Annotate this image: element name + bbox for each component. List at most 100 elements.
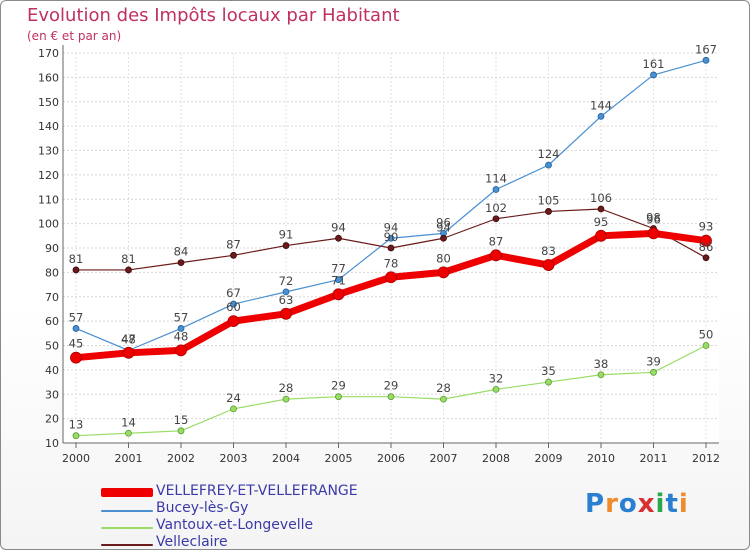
data-label: 45 <box>69 337 84 351</box>
data-point <box>335 393 342 401</box>
data-point <box>282 395 290 403</box>
data-point <box>702 56 710 64</box>
x-tick-label: 2010 <box>587 452 615 465</box>
y-tick-label: 30 <box>45 388 59 401</box>
data-label: 98 <box>646 211 661 225</box>
y-tick-label: 110 <box>38 193 59 206</box>
data-label: 91 <box>279 228 294 242</box>
data-point <box>387 244 395 252</box>
logo-letter: x <box>637 489 656 519</box>
logo-letter: t <box>665 489 679 519</box>
data-point <box>597 205 605 213</box>
legend-item: Bucey-lès-Gy <box>101 500 421 518</box>
logo-letter: o <box>618 489 638 519</box>
legend-label: Bucey-lès-Gy <box>156 500 249 516</box>
data-label: 93 <box>699 220 714 234</box>
data-point <box>282 288 290 296</box>
data-label: 78 <box>384 256 399 270</box>
data-point <box>332 288 345 301</box>
data-label: 124 <box>538 147 560 161</box>
data-label: 77 <box>331 262 346 276</box>
data-label: 96 <box>646 212 661 226</box>
data-point <box>440 395 447 403</box>
data-point <box>125 266 132 274</box>
data-label: 86 <box>699 240 714 254</box>
legend-swatch <box>101 510 153 512</box>
data-point <box>230 300 237 308</box>
series-0 <box>70 227 712 364</box>
data-label: 87 <box>226 237 241 251</box>
x-tick-label: 2002 <box>167 452 195 465</box>
data-point <box>280 307 292 320</box>
logo-letter: r <box>605 489 619 519</box>
y-tick-label: 130 <box>38 145 59 158</box>
x-tick-label: 2008 <box>482 452 510 465</box>
data-point <box>702 342 710 349</box>
legend-swatch <box>101 488 153 497</box>
data-point <box>230 405 237 413</box>
x-tick-label: 2000 <box>62 452 90 465</box>
y-tick-label: 100 <box>38 218 59 231</box>
proxiti-logo: Proxiti <box>585 489 689 519</box>
data-label: 144 <box>590 98 612 112</box>
data-label: 24 <box>226 391 241 405</box>
data-label: 14 <box>121 415 136 429</box>
data-label: 57 <box>174 310 189 324</box>
legend-label: VELLEFREY-ET-VELLEFRANGE <box>156 483 358 499</box>
data-point <box>437 266 450 279</box>
data-label: 48 <box>174 329 189 343</box>
x-tick-label: 2009 <box>535 452 563 465</box>
data-label: 84 <box>174 245 189 259</box>
y-tick-label: 10 <box>45 437 59 450</box>
data-point <box>700 234 712 247</box>
data-label: 47 <box>121 332 136 346</box>
data-label: 29 <box>331 379 346 393</box>
x-tick-label: 2012 <box>692 452 720 465</box>
data-point <box>227 315 240 328</box>
data-label: 39 <box>646 354 661 368</box>
legend-label: Vantoux-et-Longevelle <box>156 517 314 533</box>
y-tick-label: 170 <box>38 47 59 60</box>
data-point <box>492 385 500 393</box>
series-1 <box>72 56 710 354</box>
chart-title: Evolution des Impôts locaux par Habitant <box>27 5 400 26</box>
data-point <box>177 325 185 332</box>
legend-label: Velleclaire <box>156 534 228 550</box>
data-point <box>385 271 397 284</box>
data-point <box>597 112 605 120</box>
data-label: 81 <box>69 252 84 266</box>
data-point <box>387 393 395 401</box>
data-point <box>335 234 342 242</box>
y-tick-label: 70 <box>45 291 59 304</box>
data-point <box>440 234 447 242</box>
data-label: 96 <box>436 215 451 229</box>
data-point <box>597 371 605 379</box>
data-label: 83 <box>541 244 556 258</box>
data-label: 28 <box>436 381 451 395</box>
data-point <box>490 249 502 262</box>
data-label: 48 <box>121 332 136 346</box>
data-point <box>335 276 342 284</box>
data-label: 80 <box>436 251 451 265</box>
data-point <box>230 251 237 259</box>
data-point <box>647 227 660 240</box>
y-tick-label: 140 <box>38 120 59 133</box>
x-tick-label: 2004 <box>272 452 300 465</box>
y-tick-label: 160 <box>38 71 59 84</box>
data-point <box>125 429 132 437</box>
legend-item: Velleclaire <box>101 534 421 550</box>
data-point <box>545 208 552 215</box>
x-tick-label: 2005 <box>325 452 353 465</box>
data-label: 114 <box>485 172 507 186</box>
data-label: 94 <box>384 220 399 234</box>
data-point <box>387 234 395 242</box>
data-point <box>70 351 82 364</box>
y-tick-label: 60 <box>45 315 59 328</box>
data-point <box>545 378 552 386</box>
logo-letter: i <box>678 489 689 519</box>
y-tick-label: 120 <box>38 169 59 182</box>
data-point <box>650 71 657 79</box>
data-point <box>650 368 657 376</box>
